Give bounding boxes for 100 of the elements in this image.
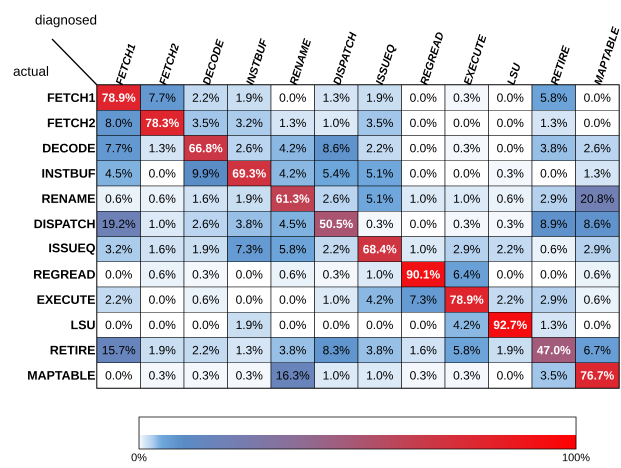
- data-label: 0.0%: [323, 320, 350, 330]
- data-label: 2.2%: [192, 346, 219, 354]
- data-label: 0.6%: [192, 295, 219, 304]
- data-label: 3.8%: [280, 346, 306, 354]
- data-label: 0.0%: [410, 118, 436, 128]
- data-label: 0.0%: [149, 169, 176, 178]
- data-label: 69.3%: [232, 169, 266, 178]
- data-label: 16.3%: [276, 371, 310, 380]
- data-label: 0.0%: [106, 270, 132, 279]
- data-label: 5.8%: [540, 93, 567, 102]
- data-label: 78.9%: [450, 295, 484, 304]
- data-label: 50.5%: [320, 220, 353, 228]
- data-label: 0.3%: [497, 169, 524, 178]
- data-label: 0.3%: [410, 371, 436, 380]
- data-label: 7.7%: [106, 144, 132, 152]
- data-label: 0.0%: [410, 169, 436, 178]
- data-label: 0.6%: [106, 194, 132, 203]
- data-label: 78.9%: [102, 93, 136, 102]
- data-label: 0.3%: [192, 371, 219, 380]
- y-tick-label: DECODE: [43, 144, 95, 153]
- data-label: 0.0%: [366, 320, 393, 330]
- data-label: 5.8%: [280, 244, 306, 254]
- data-label: 2.2%: [366, 144, 393, 152]
- data-label: 1.9%: [236, 194, 262, 203]
- data-label: 0.0%: [584, 118, 610, 128]
- data-label: 1.0%: [324, 295, 350, 304]
- data-label: 61.3%: [276, 194, 310, 203]
- data-label: 0.3%: [323, 270, 350, 279]
- data-label: 2.9%: [540, 295, 567, 304]
- data-label: 0.0%: [497, 93, 524, 102]
- data-label: 0.0%: [584, 93, 610, 102]
- data-label: 2.6%: [323, 194, 350, 203]
- data-label: 0.0%: [497, 371, 524, 380]
- y-tick-label: RETIRE: [50, 346, 95, 354]
- data-label: 2.2%: [106, 295, 132, 304]
- data-label: 3.5%: [192, 118, 219, 128]
- data-label: 0.0%: [410, 220, 436, 228]
- data-label: 0.0%: [192, 320, 219, 330]
- data-label: 5.1%: [366, 169, 393, 178]
- data-label: 0.3%: [454, 220, 480, 228]
- data-label: 0.0%: [497, 118, 524, 128]
- data-label: 0.3%: [454, 144, 480, 152]
- data-label: 3.8%: [540, 144, 567, 152]
- data-label: 0.0%: [410, 144, 436, 152]
- y-tick-label: DISPATCH: [34, 219, 95, 228]
- color-bar-label: 0%: [132, 454, 147, 462]
- data-label: 8.0%: [106, 118, 132, 128]
- data-label: 0.3%: [192, 270, 219, 279]
- y-tick-label: LSU: [71, 320, 95, 330]
- data-label: 2.6%: [584, 144, 610, 152]
- data-label: 1.0%: [410, 194, 436, 203]
- data-label: 1.3%: [584, 169, 610, 178]
- data-label: 90.1%: [406, 270, 440, 279]
- data-label: 1.3%: [324, 93, 350, 102]
- data-label: 9.9%: [192, 169, 219, 178]
- data-label: 1.9%: [236, 320, 262, 330]
- data-label: 4.2%: [279, 169, 306, 178]
- data-label: 1.6%: [410, 346, 436, 354]
- data-label: 1.0%: [410, 244, 436, 254]
- data-label: 6.4%: [454, 270, 480, 279]
- y-axis-title: actual: [14, 66, 48, 76]
- data-label: 1.0%: [324, 118, 350, 128]
- data-label: 0.0%: [410, 93, 436, 102]
- data-label: 1.0%: [324, 371, 350, 380]
- data-label: 0.6%: [584, 295, 610, 304]
- data-label: 7.7%: [149, 93, 176, 102]
- data-label: 1.9%: [236, 93, 262, 102]
- data-label: 0.0%: [497, 144, 524, 152]
- color-bar-label: 100%: [562, 454, 590, 462]
- data-label: 3.8%: [366, 346, 393, 354]
- data-label: 47.0%: [536, 346, 570, 354]
- data-label: 0.0%: [280, 320, 306, 330]
- data-label: 2.9%: [584, 244, 610, 254]
- data-label: 0.0%: [497, 270, 524, 279]
- data-label: 1.3%: [280, 118, 306, 128]
- data-label: 0.6%: [149, 270, 176, 279]
- data-label: 5.8%: [454, 346, 480, 354]
- data-label: 0.6%: [584, 270, 610, 279]
- data-label: 3.5%: [366, 118, 393, 128]
- data-label: 3.8%: [236, 220, 262, 228]
- data-label: 1.9%: [498, 346, 524, 354]
- data-label: 1.9%: [150, 346, 176, 354]
- data-label: 1.0%: [367, 270, 393, 279]
- y-tick-label: MAPTABLE: [28, 371, 95, 380]
- data-label: 0.6%: [149, 194, 176, 203]
- data-label: 8.6%: [584, 220, 610, 228]
- data-label: 1.9%: [193, 244, 219, 254]
- data-label: 2.6%: [192, 220, 219, 228]
- data-label: 0.0%: [106, 320, 132, 330]
- data-label: 0.6%: [497, 194, 524, 203]
- data-label: 1.6%: [150, 244, 176, 254]
- data-label: 68.4%: [363, 244, 396, 254]
- data-label: 0.0%: [236, 295, 262, 304]
- data-label: 0.3%: [236, 371, 262, 380]
- data-label: 5.1%: [366, 194, 393, 203]
- data-label: 15.7%: [102, 346, 136, 354]
- x-tick-label: LSU: [507, 62, 520, 86]
- data-label: 0.3%: [366, 220, 393, 228]
- data-label: 0.0%: [410, 320, 436, 330]
- data-label: 1.0%: [367, 371, 393, 380]
